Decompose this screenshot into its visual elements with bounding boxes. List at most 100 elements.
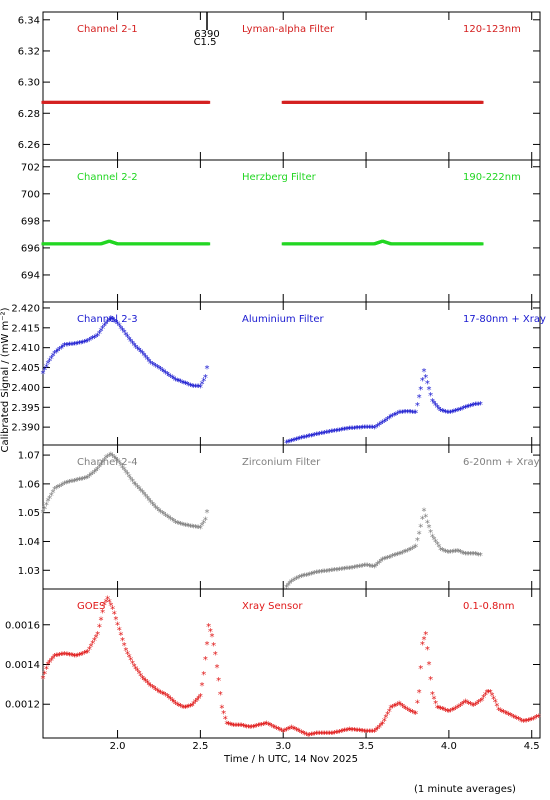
panel-filter-label: Aluminium Filter xyxy=(242,314,325,325)
data-point: * xyxy=(435,403,440,414)
data-point: * xyxy=(112,610,117,621)
data-point: * xyxy=(49,656,54,667)
data-point xyxy=(480,242,484,246)
data-point: * xyxy=(337,728,342,739)
data-point: * xyxy=(168,695,173,706)
data-point: * xyxy=(123,330,128,341)
data-point: * xyxy=(291,576,296,587)
data-point: * xyxy=(113,455,118,466)
data-point: * xyxy=(112,453,117,464)
data-point: * xyxy=(181,379,186,390)
data-point: * xyxy=(407,546,412,557)
data-point: * xyxy=(360,424,365,435)
data-point xyxy=(207,100,211,104)
data-point: * xyxy=(135,483,140,494)
data-point: * xyxy=(456,548,461,559)
data-point: * xyxy=(475,551,480,562)
data-point: * xyxy=(524,717,529,728)
data-point: * xyxy=(55,346,60,357)
data-point: * xyxy=(190,523,195,534)
data-point: * xyxy=(499,707,504,718)
y-tick-label: 0.0014 xyxy=(5,660,40,671)
data-point: * xyxy=(468,700,473,711)
data-point: * xyxy=(59,344,64,355)
data-point: * xyxy=(491,694,496,705)
data-point: * xyxy=(145,679,150,690)
data-point: * xyxy=(112,317,117,328)
data-point: * xyxy=(330,730,335,741)
x-tick-label: 4.5 xyxy=(524,741,540,752)
data-point: * xyxy=(471,401,476,412)
data-point: * xyxy=(352,563,357,574)
data-point: * xyxy=(370,424,375,435)
data-point: * xyxy=(277,726,282,737)
y-tick-label: 2.420 xyxy=(11,303,40,314)
data-point: * xyxy=(54,348,59,359)
data-point: * xyxy=(441,547,446,558)
data-point: * xyxy=(370,563,375,574)
data-point: * xyxy=(64,479,69,490)
data-point: * xyxy=(292,436,297,447)
data-point: * xyxy=(200,681,205,692)
data-point: * xyxy=(110,452,115,463)
data-point: * xyxy=(324,730,329,741)
data-point: * xyxy=(536,712,541,723)
data-point: * xyxy=(369,562,374,573)
data-point: * xyxy=(301,434,306,445)
data-point: * xyxy=(526,716,531,727)
data-point: * xyxy=(123,646,128,657)
data-point: * xyxy=(284,439,289,450)
data-point: * xyxy=(428,528,433,539)
data-point: * xyxy=(390,412,395,423)
panel-channel-label: Channel 2-2 xyxy=(77,172,138,183)
data-point: * xyxy=(475,400,480,411)
data-point: * xyxy=(44,665,49,676)
data-point: * xyxy=(80,650,85,661)
data-point: * xyxy=(473,701,478,712)
data-point: * xyxy=(382,417,387,428)
data-point: * xyxy=(327,567,332,578)
data-point: * xyxy=(130,477,135,488)
averaging-note: (1 minute averages) xyxy=(414,784,516,795)
data-point: * xyxy=(365,423,370,434)
data-point: * xyxy=(75,340,80,351)
data-point: * xyxy=(383,555,388,566)
data-point: * xyxy=(147,496,152,507)
data-point: * xyxy=(422,635,427,646)
x-tick-label: 3.5 xyxy=(358,741,374,752)
data-point: * xyxy=(253,722,258,733)
data-point: * xyxy=(60,650,65,661)
data-point: * xyxy=(287,579,292,590)
data-point: * xyxy=(132,662,137,673)
data-point: * xyxy=(302,572,307,583)
data-point: * xyxy=(115,456,120,467)
data-point: * xyxy=(143,677,148,688)
panel-band-label: 190-222nm xyxy=(463,172,521,183)
data-point: * xyxy=(171,698,176,709)
data-point: * xyxy=(369,424,374,435)
data-point: * xyxy=(533,714,538,725)
data-point: * xyxy=(342,565,347,576)
data-point: * xyxy=(79,339,84,350)
data-point: * xyxy=(365,728,370,739)
data-point: * xyxy=(393,701,398,712)
panel-band-label: 6-20nm + Xray xyxy=(463,457,540,468)
data-point: * xyxy=(161,510,166,521)
data-point: * xyxy=(219,704,224,715)
data-point: * xyxy=(354,424,359,435)
data-point: * xyxy=(420,640,425,651)
data-point: * xyxy=(95,331,100,342)
data-point: * xyxy=(322,568,327,579)
data-point: * xyxy=(286,438,291,449)
data-point: * xyxy=(319,730,324,741)
data-point: * xyxy=(153,503,158,514)
data-point: * xyxy=(200,521,205,532)
data-point: * xyxy=(380,720,385,731)
data-point: * xyxy=(84,338,89,349)
data-point: * xyxy=(382,555,387,566)
data-point: * xyxy=(133,481,138,492)
data-point: * xyxy=(185,380,190,391)
data-point: * xyxy=(69,651,74,662)
y-tick-label: 6.32 xyxy=(18,46,40,57)
data-point: * xyxy=(218,690,223,701)
